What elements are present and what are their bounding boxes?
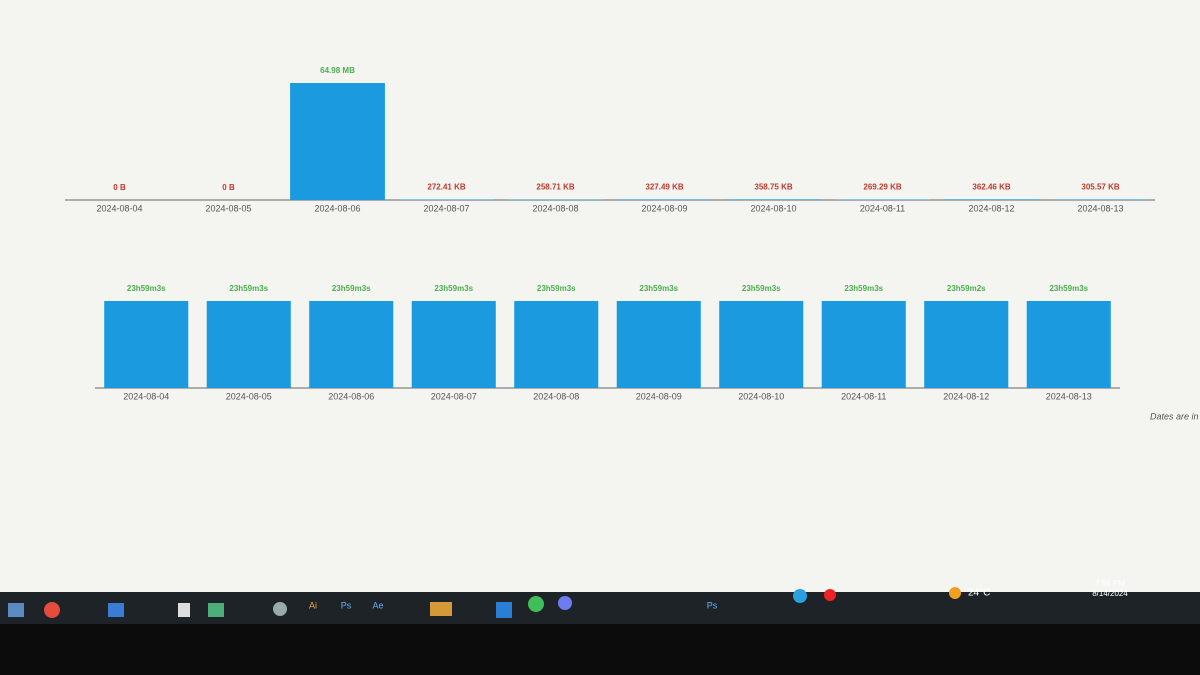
- value-label: 23h59m3s: [537, 284, 576, 293]
- x-tick-label: 2024-08-07: [423, 203, 469, 213]
- x-tick-label: 2024-08-08: [532, 203, 578, 213]
- x-tick-label: 2024-08-09: [636, 391, 682, 401]
- value-label: 305.57 KB: [1081, 183, 1119, 192]
- app-icon[interactable]: [824, 589, 836, 601]
- value-label: 23h59m3s: [332, 284, 371, 293]
- app-icon[interactable]: [208, 603, 224, 617]
- value-label: 327.49 KB: [645, 183, 683, 192]
- bar: [104, 301, 189, 388]
- taskbar-app[interactable]: Ai: [309, 600, 317, 610]
- whatsapp-icon[interactable]: [528, 596, 544, 612]
- value-label: 23h59m2s: [947, 284, 986, 293]
- weather: 24°C: [968, 588, 990, 599]
- value-label: 23h59m3s: [844, 284, 883, 293]
- x-tick-label: 2024-08-05: [226, 391, 272, 401]
- bar: [821, 301, 906, 388]
- bar: [924, 301, 1009, 388]
- x-tick-label: 2024-08-12: [968, 203, 1014, 213]
- start-icon: [8, 603, 24, 617]
- app-icon[interactable]: [108, 603, 124, 617]
- settings-icon[interactable]: [273, 602, 287, 616]
- x-tick-label: 2024-08-10: [738, 391, 784, 401]
- bar: [290, 83, 385, 200]
- value-label: 23h59m3s: [639, 284, 678, 293]
- x-tick-label: 2024-08-06: [314, 203, 360, 213]
- bar: [1026, 301, 1111, 388]
- bar: [944, 199, 1039, 200]
- bar: [726, 199, 821, 200]
- x-tick-label: 2024-08-09: [641, 203, 687, 213]
- footnote: Dates are in UTC: [1150, 411, 1200, 421]
- x-tick-label: 2024-08-06: [328, 391, 374, 401]
- value-label: 272.41 KB: [427, 183, 465, 192]
- discord-icon[interactable]: [558, 596, 572, 610]
- bar: [514, 301, 599, 388]
- bar: [411, 301, 496, 388]
- value-label: 23h59m3s: [434, 284, 473, 293]
- value-label: 64.98 MB: [320, 66, 355, 75]
- chrome-icon[interactable]: [44, 602, 60, 618]
- x-tick-label: 2024-08-10: [750, 203, 796, 213]
- x-tick-label: 2024-08-11: [860, 203, 905, 213]
- weather-icon: [949, 587, 961, 599]
- taskbar-app[interactable]: Ps: [707, 600, 718, 610]
- taskbar: [0, 592, 1200, 624]
- value-label: 23h59m3s: [742, 284, 781, 293]
- taskbar-app[interactable]: Ps: [341, 600, 352, 610]
- taskbar-app[interactable]: Ae: [372, 600, 383, 610]
- monitor-bezel: [0, 624, 1200, 675]
- value-label: 362.46 KB: [972, 182, 1010, 191]
- x-tick-label: 2024-08-12: [943, 391, 989, 401]
- bar: [1053, 199, 1148, 200]
- x-tick-label: 2024-08-11: [841, 391, 886, 401]
- bar-chart: 0 B 2024-08-04 0 B 2024-08-05 64.98 MB 2024-0…: [65, 66, 1155, 213]
- x-tick-label: 2024-08-05: [205, 203, 251, 213]
- x-tick-label: 2024-08-04: [96, 203, 142, 213]
- x-tick-label: 2024-08-08: [533, 391, 579, 401]
- app-icon[interactable]: [430, 602, 452, 616]
- x-tick-label: 2024-08-13: [1077, 203, 1123, 213]
- bar: [617, 199, 712, 200]
- value-label: 23h59m3s: [1049, 284, 1088, 293]
- value-label: 23h59m3s: [127, 284, 166, 293]
- clock-date[interactable]: 8/14/2024: [1092, 589, 1128, 598]
- value-label: 0 B: [113, 183, 126, 192]
- taskbar-icons: 24°C 7:56 PM 8/14/2024: [8, 579, 1128, 618]
- bar: [206, 301, 291, 388]
- value-label: 269.29 KB: [863, 183, 901, 192]
- bar-chart: 23h59m3s 2024-08-04 23h59m3s 2024-08-05 23h5…: [95, 284, 1120, 401]
- value-label: 0 B: [222, 183, 235, 192]
- bar: [616, 301, 701, 388]
- x-tick-label: 2024-08-13: [1046, 391, 1092, 401]
- value-label: 358.75 KB: [754, 182, 792, 191]
- telegram-icon[interactable]: [793, 589, 807, 603]
- value-label: 23h59m3s: [229, 284, 268, 293]
- clock-time[interactable]: 7:56 PM: [1095, 579, 1125, 588]
- page-background: [0, 0, 1200, 592]
- x-tick-label: 2024-08-04: [123, 391, 169, 401]
- vscode-icon[interactable]: [496, 602, 512, 618]
- app-icon[interactable]: [178, 603, 190, 617]
- bar: [309, 301, 394, 388]
- bar: [719, 301, 804, 388]
- value-label: 258.71 KB: [536, 183, 574, 192]
- x-tick-label: 2024-08-07: [431, 391, 477, 401]
